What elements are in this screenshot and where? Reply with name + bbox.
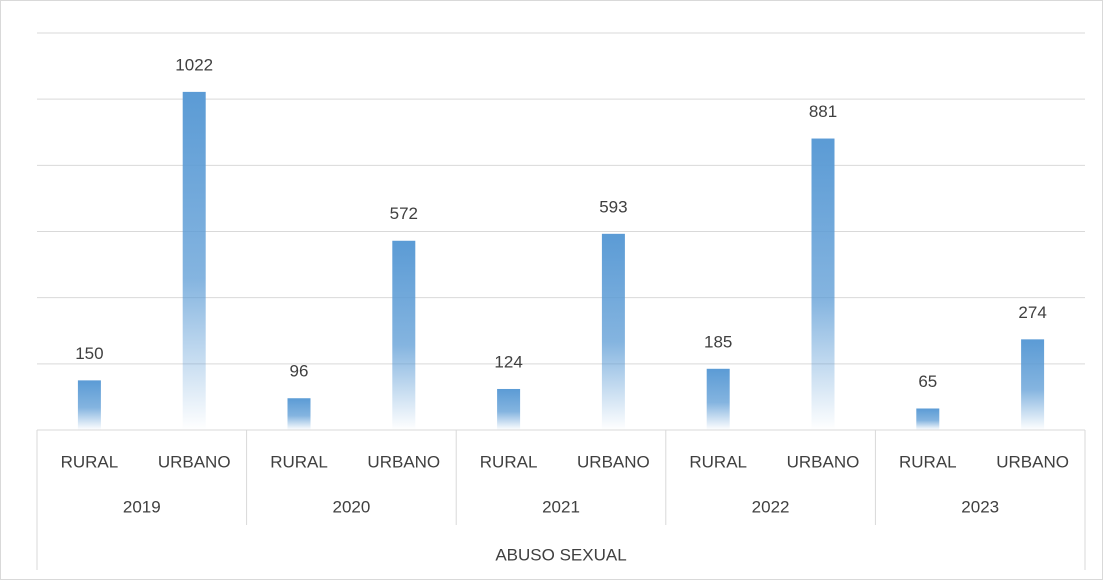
bar <box>706 368 730 430</box>
x-tick-label: RURAL <box>899 452 957 471</box>
x-tick-label: RURAL <box>270 452 328 471</box>
data-label: 881 <box>809 102 837 121</box>
group-label: 2019 <box>123 497 161 516</box>
data-label: 124 <box>494 352 522 371</box>
data-label: 185 <box>704 332 732 351</box>
bar <box>77 380 101 430</box>
x-tick-label: RURAL <box>689 452 747 471</box>
x-tick-label: URBANO <box>158 452 231 471</box>
group-label: 2023 <box>961 497 999 516</box>
data-label: 96 <box>290 362 309 381</box>
data-label: 572 <box>390 204 418 223</box>
bar <box>811 138 835 430</box>
data-label: 593 <box>599 197 627 216</box>
bar <box>182 91 206 430</box>
x-tick-label: URBANO <box>996 452 1069 471</box>
group-label: 2022 <box>752 497 790 516</box>
x-tick-label: URBANO <box>367 452 440 471</box>
x-tick-label: RURAL <box>480 452 538 471</box>
super-group-label: ABUSO SEXUAL <box>495 545 626 564</box>
bar <box>1021 339 1045 430</box>
bar <box>916 408 940 430</box>
group-label: 2020 <box>332 497 370 516</box>
data-label: 1022 <box>175 55 213 74</box>
bar <box>392 240 416 430</box>
x-tick-label: URBANO <box>787 452 860 471</box>
x-tick-label: URBANO <box>577 452 650 471</box>
bar <box>497 388 521 430</box>
data-label: 65 <box>918 372 937 391</box>
data-label: 274 <box>1018 303 1046 322</box>
group-label: 2021 <box>542 497 580 516</box>
bar <box>287 398 311 430</box>
bar <box>601 233 625 430</box>
x-tick-label: RURAL <box>61 452 119 471</box>
data-label: 150 <box>75 344 103 363</box>
